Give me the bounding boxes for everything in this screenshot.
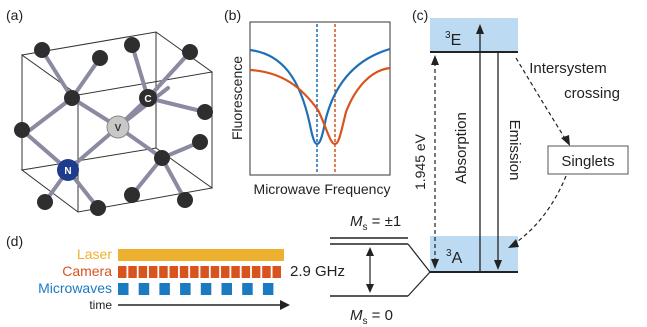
microwave-pulse [180,283,191,295]
spectrum-frame [249,21,391,176]
laser-label: Laser [77,246,112,262]
camera-frame-pulse [190,266,199,278]
carbon-atom [192,134,208,150]
microwave-pulse [159,283,170,295]
carbon-atom [90,200,106,216]
ground-splitting-connector-top [407,243,431,273]
absorption-label: Absorption [453,112,470,184]
panel-d-label: (d) [6,233,23,249]
vacancy-label: V [115,123,122,134]
camera-frames [118,266,281,278]
isc-label-line1: Intersystem [529,60,607,77]
carbon-label: C [144,94,151,105]
singlet-decay-arrow [513,175,567,245]
isc-label-line2: crossing [564,85,620,102]
excited-state-sup: 3 [445,30,451,41]
panel-a-label: (a) [6,7,23,23]
microwave-pulse [118,283,129,295]
orange-spectrum-curve [249,66,391,146]
ground-state-sup: 3 [446,248,452,259]
splitting-arrowhead-top [366,247,374,256]
camera-frame-pulse [118,266,127,278]
carbon-atom [37,194,53,210]
camera-frame-pulse [169,266,178,278]
excited-state-band [430,18,518,52]
carbon-atom [154,150,170,166]
vacancy-site [106,115,130,139]
camera-frame-pulse [221,266,230,278]
laser-pulse-bar [118,249,284,261]
ground-state-label: 3A [446,248,463,267]
isc-arrowhead [561,135,570,146]
excited-state-label: 3E [445,30,461,49]
ground-state-name: A [452,250,463,267]
energy-gap-arrowhead-bottom [431,259,439,269]
lattice-cube [20,31,214,213]
excited-state-name: E [451,32,462,49]
carbon-atom [34,42,50,58]
absorption-arrowhead [476,24,484,34]
microwave-pulse [242,283,253,295]
splitting-gap-label: 2.9 GHz [290,263,345,280]
camera-frame-pulse [148,266,158,278]
emission-arrowhead [494,260,502,270]
spectrum-xlabel: Microwave Frequency [254,181,391,197]
carbon-atom [92,50,108,66]
carbon-atom [197,104,213,120]
energy-gap-label: 1.945 eV [412,133,428,190]
camera-frame-pulse [272,266,281,278]
camera-frame-pulse [200,266,209,278]
camera-frame-pulse [159,266,168,278]
ms-plus-minus-one-label: Ms = ±1 [350,213,401,233]
camera-label: Camera [62,263,112,279]
ground-state-band [430,236,518,272]
panel-b-label: (b) [224,7,241,23]
blue-spectrum-curve [249,47,391,146]
emission-label: Emission [506,120,523,181]
time-axis-arrowhead [280,300,290,310]
panel-d: (d) Laser Camera Microwaves time [6,233,290,312]
microwave-pulse [221,283,232,295]
microwave-pulses [118,283,274,295]
camera-frame-pulse [251,266,261,278]
microwave-pulse [262,283,274,295]
energy-gap-arrowhead-top [431,55,439,65]
spectrum-ylabel: Fluorescence [229,56,245,140]
panel-c-label: (c) [412,7,428,23]
microwave-pulse [138,283,150,295]
carbon-atom [64,90,80,106]
ms-zero-label: Ms = 0 [350,307,393,327]
camera-frame-pulse [231,266,240,278]
carbon-atom [124,187,140,203]
carbon-atom [124,37,140,53]
camera-frame-pulse [241,266,251,278]
singlets-label: Singlets [561,153,614,170]
labeled-carbon-atom [139,89,157,107]
ground-spin-splitting: Ms = ±1 Ms = 0 2.9 GHz [290,213,408,327]
microwaves-label: Microwaves [38,280,112,296]
splitting-arrowhead-bottom [366,284,374,293]
panel-c: (c) 3E 3A 1.945 eV Absorption Emission I… [407,7,629,297]
carbon-atom [14,122,30,138]
camera-frame-pulse [128,266,137,278]
panel-b: (b) Fluorescence Microwave Frequency [224,7,391,197]
singlets-box [547,145,629,175]
camera-frame-pulse [262,266,271,278]
camera-frame-pulse [138,266,148,278]
ground-splitting-connector-bottom [407,271,431,297]
singlet-decay-arrowhead [508,239,519,248]
microwave-pulse [200,283,212,295]
nitrogen-label: N [64,166,71,177]
carbon-atom [177,192,193,208]
isc-arrow [515,57,567,141]
camera-frame-pulse [179,266,189,278]
time-label: time [89,298,112,312]
nitrogen-atom [57,159,79,181]
panel-a: (a) [6,7,214,216]
carbon-atom [182,44,198,60]
camera-frame-pulse [210,266,220,278]
carbon-atoms [14,37,213,216]
